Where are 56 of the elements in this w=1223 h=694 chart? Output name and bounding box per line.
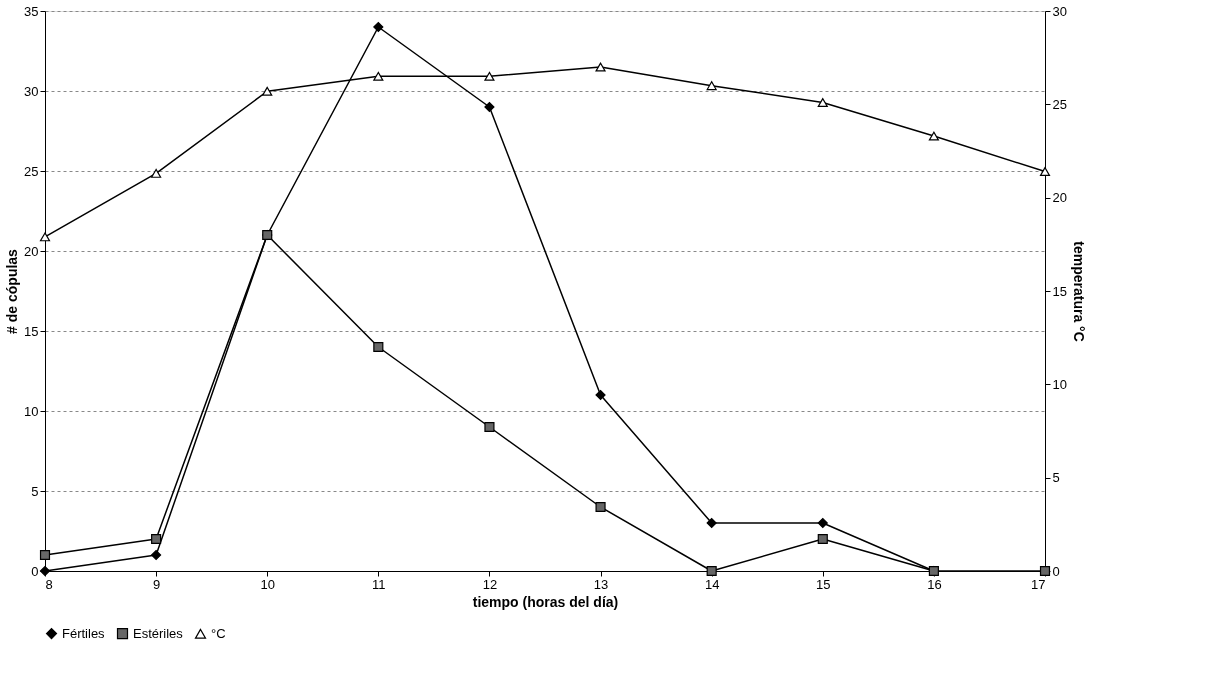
x-tick-label: 8 [45,576,53,592]
y2-tick-label: 10 [1052,376,1067,392]
point [151,168,162,178]
point [817,533,828,545]
point [484,421,495,433]
point [39,232,51,242]
y-tick-label: 5 [31,483,39,499]
point [595,389,606,401]
point [373,341,384,353]
y-tick-label: 30 [24,83,39,99]
y2-tick-label: 5 [1052,470,1060,486]
point [39,565,51,577]
point [706,517,717,529]
point [151,549,162,561]
y-tick-label: 25 [24,163,39,179]
y2-tick-label: 30 [1052,3,1067,19]
x-tick-label: 12 [482,576,498,592]
y2-tick-label: 0 [1052,563,1060,579]
x-tick-label: 14 [704,576,720,592]
point [706,81,717,91]
point [373,71,384,81]
point [39,549,51,561]
x-tick-label: 16 [927,576,942,592]
x-tick-label: 10 [260,576,275,592]
x-axis-title: tiempo (horas del día) [472,593,619,610]
x-tick-label: 13 [593,576,609,592]
point [595,501,606,513]
y-axis-title: # de cópulas [4,248,21,334]
point [373,21,384,33]
point [706,565,717,577]
y-tick-label: 10 [24,403,39,419]
point [262,86,273,96]
x-tick-label: 9 [152,576,161,592]
point [151,533,162,545]
point [595,62,606,72]
x-tick-label: 11 [372,576,386,592]
y2-tick-label: 15 [1052,283,1067,299]
point [928,131,939,141]
y-tick-label: 35 [24,3,39,19]
legend-label: Fértiles [62,625,106,641]
y2-tick-label: 20 [1052,190,1067,206]
point [484,71,495,81]
y-tick-label: 0 [31,563,39,579]
x-tick-label: 17 [1031,576,1046,592]
y-tick-label: 15 [24,323,39,339]
y2-axis-title: temperatura °C [1070,241,1087,342]
y-tick-label: 20 [24,243,39,259]
point [1039,565,1051,577]
point [817,517,828,529]
point [1039,167,1051,177]
x-tick-label: 15 [816,576,831,592]
point [817,97,828,107]
legend-label: Estériles [133,625,184,641]
y2-tick-label: 25 [1052,96,1067,112]
legend-label: °C [211,625,226,641]
point [484,101,495,113]
